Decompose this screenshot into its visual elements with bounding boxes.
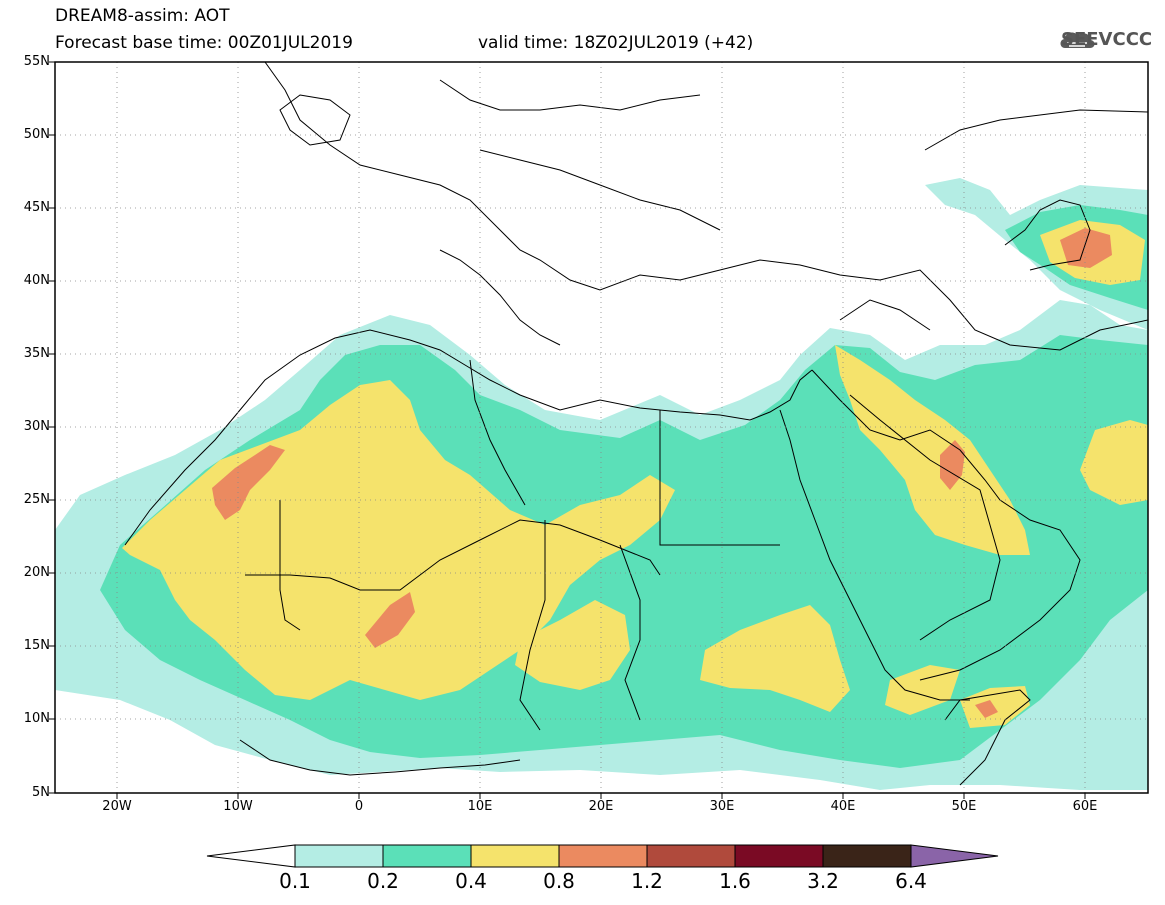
- colorbar-label: 0.8: [543, 869, 575, 893]
- lat-label: 10N: [23, 711, 50, 726]
- aot-veryhigh-region-somalia: [975, 700, 998, 718]
- lat-label: 40N: [23, 273, 50, 288]
- lon-label: 30E: [709, 799, 735, 814]
- lat-label: 25N: [23, 492, 50, 507]
- lat-label: 35N: [23, 346, 50, 361]
- lon-label: 20W: [102, 799, 132, 814]
- lon-label: 60E: [1072, 799, 1098, 814]
- lat-label: 30N: [23, 419, 50, 434]
- aot-high-region-somalia: [960, 686, 1030, 728]
- lon-label: 10E: [467, 799, 493, 814]
- aot-high-region-sudan: [700, 605, 850, 712]
- cloud-icon: [1060, 32, 1095, 48]
- colorbar-label: 6.4: [895, 869, 927, 893]
- lon-label: 50E: [951, 799, 977, 814]
- colorbar-label: 0.2: [367, 869, 399, 893]
- axis-ticks: [49, 61, 1086, 799]
- colorbar-label: 0.1: [279, 869, 311, 893]
- lon-label: 40E: [830, 799, 856, 814]
- colorbar-label: 3.2: [807, 869, 839, 893]
- aot-high-region-yemen: [885, 665, 960, 715]
- colorbar-label: 1.6: [719, 869, 751, 893]
- graticule: [55, 62, 1148, 793]
- logo-text: SEEVCCC: [1061, 29, 1153, 50]
- coastlines: [124, 62, 1148, 786]
- lat-label: 5N: [32, 785, 50, 800]
- title-line: DREAM8-assim: AOT: [55, 6, 230, 26]
- colorbar-label: 0.4: [455, 869, 487, 893]
- aot-veryhigh-region-mauritania: [212, 445, 285, 520]
- aot-field: [55, 178, 1148, 790]
- base-time-line: Forecast base time: 00Z01JUL2019: [55, 33, 353, 53]
- aot-high-region-arabia: [835, 345, 1030, 555]
- lon-label: 0: [354, 799, 364, 814]
- lat-label: 45N: [23, 200, 50, 215]
- valid-time-line: valid time: 18Z02JUL2019 (+42): [478, 33, 754, 53]
- lon-label: 10W: [223, 799, 253, 814]
- lat-label: 55N: [23, 54, 50, 69]
- lat-label: 50N: [23, 127, 50, 142]
- aot-veryhigh-region-caspian: [1060, 228, 1112, 268]
- lat-label: 15N: [23, 638, 50, 653]
- lon-label: 20E: [588, 799, 614, 814]
- lat-label: 20N: [23, 565, 50, 580]
- aot-high-region-gulf: [1080, 420, 1148, 505]
- aot-veryhigh-region-niger: [365, 592, 415, 648]
- colorbar-label: 1.2: [631, 869, 663, 893]
